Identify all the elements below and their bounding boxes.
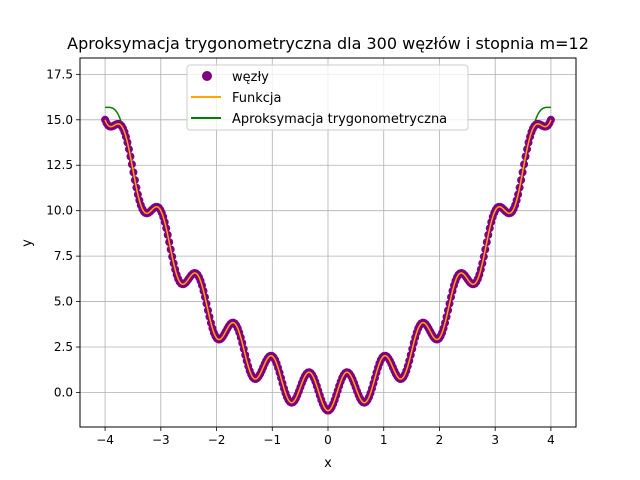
y-tick-label: 12.5 (46, 158, 73, 172)
x-tick-label: 0 (324, 433, 332, 447)
y-tick-label: 10.0 (46, 204, 73, 218)
x-tick-label: −1 (263, 433, 281, 447)
legend-approximation-label: Aproksymacja trygonometryczna (232, 112, 447, 127)
function-line (104, 119, 552, 412)
y-tick-label: 5.0 (54, 295, 73, 309)
chart-title: Aproksymacja trygonometryczna dla 300 wę… (67, 34, 589, 53)
x-tick-label: 2 (436, 433, 444, 447)
y-tick-label: 15.0 (46, 113, 73, 127)
x-tick-label: −4 (96, 433, 114, 447)
legend: węzły Funkcja Aproksymacja trygonometryc… (186, 64, 469, 131)
legend-function-label: Funkcja (232, 91, 282, 106)
function-layer (104, 119, 552, 412)
x-tick-label: 4 (547, 433, 555, 447)
y-tick-label: 0.0 (54, 385, 73, 399)
y-axis-ticks: 0.0 2.5 5.0 7.5 10.0 12.5 15.0 17.5 (46, 67, 80, 399)
x-tick-label: −2 (208, 433, 226, 447)
y-tick-label: 17.5 (46, 67, 73, 81)
legend-frame (186, 64, 469, 131)
x-axis-ticks: −4 −3 −2 −1 0 1 2 3 4 (96, 427, 555, 447)
x-axis-label: x (324, 456, 332, 471)
y-tick-label: 2.5 (54, 340, 73, 354)
y-axis-label: y (20, 239, 35, 247)
legend-nodes-label: węzły (232, 70, 269, 85)
x-tick-label: −3 (152, 433, 170, 447)
y-tick-label: 7.5 (54, 249, 73, 263)
legend-nodes-marker (202, 71, 212, 81)
x-tick-label: 1 (380, 433, 388, 447)
x-tick-label: 3 (491, 433, 499, 447)
